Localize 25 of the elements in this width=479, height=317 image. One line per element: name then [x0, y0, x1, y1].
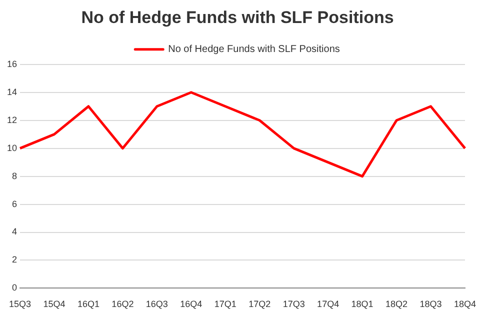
- y-tick-label: 16: [6, 58, 18, 69]
- y-tick-label: 14: [6, 86, 18, 97]
- x-tick-label: 17Q2: [248, 299, 271, 310]
- x-tick-label: 16Q3: [146, 299, 168, 310]
- x-tick-label: 17Q1: [214, 299, 236, 310]
- x-tick-label: 18Q1: [351, 299, 374, 310]
- x-tick-label: 17Q4: [317, 299, 340, 310]
- y-tick-label: 6: [12, 198, 18, 209]
- x-tick-label: 16Q2: [112, 299, 134, 310]
- x-tick-label: 16Q1: [77, 299, 100, 310]
- chart-title: No of Hedge Funds with SLF Positions: [81, 8, 394, 27]
- legend-label: No of Hedge Funds with SLF Positions: [168, 44, 340, 56]
- x-tick-label: 16Q4: [180, 299, 202, 310]
- x-tick-label: 18Q2: [386, 299, 408, 310]
- y-tick-label: 8: [12, 170, 18, 181]
- y-tick-label: 4: [12, 226, 18, 237]
- x-tick-label: 15Q3: [8, 299, 32, 310]
- y-tick-label: 0: [12, 282, 18, 293]
- x-tick-label: 17Q3: [282, 299, 305, 310]
- y-tick-label: 12: [6, 114, 18, 125]
- x-tick-label: 18Q4: [454, 299, 476, 310]
- x-tick-label: 18Q3: [420, 299, 442, 310]
- y-tick-label: 2: [12, 254, 18, 265]
- x-tick-label: 15Q4: [43, 299, 66, 310]
- y-tick-label: 10: [6, 142, 18, 153]
